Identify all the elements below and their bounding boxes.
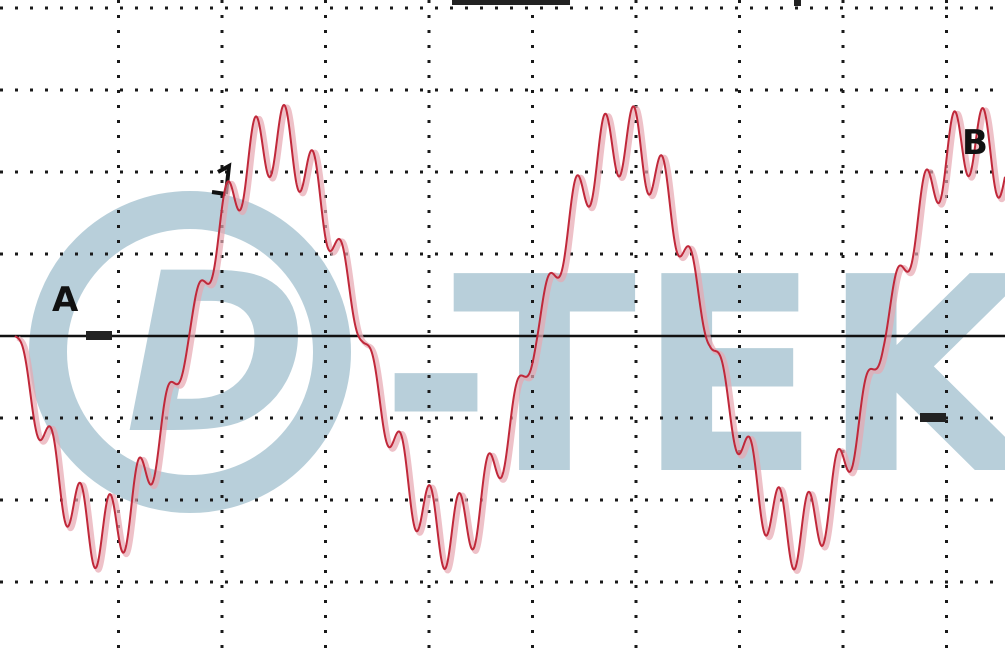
watermark: D -TEK [29,191,1005,534]
watermark-ring [29,191,351,513]
ground-marker-right [920,413,946,422]
top-indicator-tick [794,0,801,6]
waveform-trace-shadow [16,104,1005,574]
ground-marker-left [86,331,112,340]
waveform-trace [14,103,1005,571]
top-indicator [452,0,570,5]
marker-label-a: A [52,280,79,320]
marker-label-b: B [962,123,988,163]
